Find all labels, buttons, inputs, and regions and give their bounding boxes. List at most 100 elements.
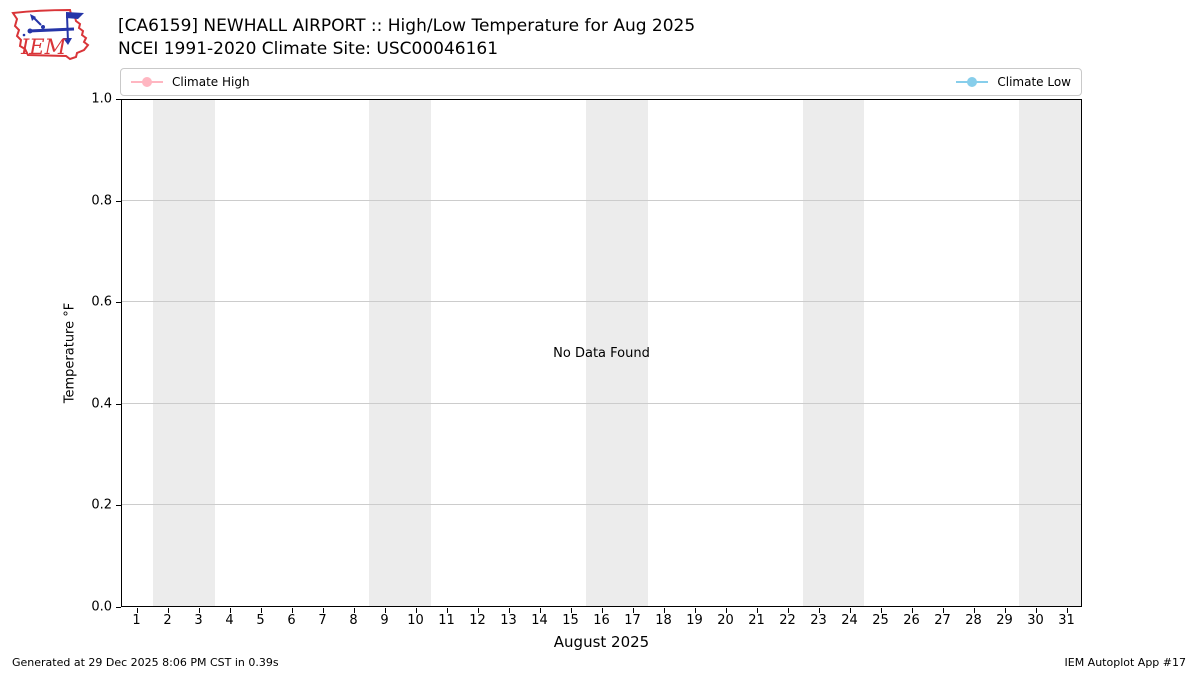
x-tick-mark-icon: [1004, 608, 1006, 613]
iowa-outline-icon: [11, 8, 90, 61]
gridline: [122, 200, 1081, 202]
x-tick-label: 19: [686, 613, 703, 628]
x-tick-mark-icon: [136, 608, 138, 613]
x-tick-mark-icon: [942, 608, 944, 613]
x-tick-label: 1: [132, 613, 141, 628]
x-tick-label: 13: [500, 613, 517, 628]
x-tick-label: 22: [779, 613, 796, 628]
x-tick-mark-icon: [508, 608, 510, 613]
x-tick-mark-icon: [167, 608, 169, 613]
chart-subtitle: NCEI 1991-2020 Climate Site: USC00046161: [118, 39, 499, 59]
x-tick-mark-icon: [198, 608, 200, 613]
legend-entry-climate-high: Climate High: [131, 75, 250, 89]
x-tick-mark-icon: [260, 608, 262, 613]
y-tick-label: 0.4: [91, 396, 112, 412]
x-tick-mark-icon: [694, 608, 696, 613]
x-tick-mark-icon: [632, 608, 634, 613]
x-tick-mark-icon: [663, 608, 665, 613]
generated-timestamp: Generated at 29 Dec 2025 8:06 PM CST in …: [12, 656, 279, 669]
iem-logo-text: IEM: [20, 35, 67, 59]
x-tick-mark-icon: [1066, 608, 1068, 613]
x-tick-mark-icon: [539, 608, 541, 613]
weekend-band: [152, 100, 215, 606]
y-tick-mark-icon: [116, 505, 121, 507]
x-tick-mark-icon: [415, 608, 417, 613]
x-axis-label: August 2025: [553, 633, 650, 651]
plot-area: No Data Found: [121, 99, 1082, 607]
x-tick-mark-icon: [291, 608, 293, 613]
y-tick-label: 0.6: [91, 294, 112, 310]
weekend-band: [369, 100, 432, 606]
x-tick-label: 14: [531, 613, 548, 628]
x-tick-mark-icon: [756, 608, 758, 613]
x-tick-label: 10: [407, 613, 424, 628]
x-tick-mark-icon: [229, 608, 231, 613]
x-tick-label: 23: [810, 613, 827, 628]
gridline: [122, 301, 1081, 303]
x-tick-label: 4: [225, 613, 234, 628]
x-tick-label: 9: [380, 613, 389, 628]
chart-title: [CA6159] NEWHALL AIRPORT :: High/Low Tem…: [118, 16, 696, 36]
x-tick-label: 8: [349, 613, 358, 628]
x-tick-mark-icon: [446, 608, 448, 613]
y-tick-mark-icon: [116, 200, 121, 202]
x-tick-label: 2: [163, 613, 172, 628]
x-tick-label: 20: [717, 613, 734, 628]
x-tick-label: 27: [934, 613, 951, 628]
x-tick-label: 24: [841, 613, 858, 628]
y-tick-mark-icon: [116, 99, 121, 100]
x-tick-mark-icon: [477, 608, 479, 613]
x-tick-mark-icon: [911, 608, 913, 613]
x-tick-label: 18: [655, 613, 672, 628]
climate-high-line-marker-icon: [131, 77, 163, 87]
x-tick-label: 30: [1027, 613, 1044, 628]
x-tick-mark-icon: [384, 608, 386, 613]
x-tick-mark-icon: [849, 608, 851, 613]
y-tick-labels: 0.0 0.2 0.4 0.6 0.8 1.0: [0, 92, 112, 615]
climate-low-line-marker-icon: [956, 77, 989, 87]
x-tick-label: 31: [1058, 613, 1075, 628]
y-tick-label: 1.0: [91, 91, 112, 107]
x-tick-mark-icon: [973, 608, 975, 613]
x-tick-mark-icon: [570, 608, 572, 613]
legend-label-climate-high: Climate High: [172, 75, 250, 89]
title-block: [CA6159] NEWHALL AIRPORT :: High/Low Tem…: [118, 15, 695, 60]
no-data-message: No Data Found: [553, 345, 650, 361]
x-tick-mark-icon: [1035, 608, 1037, 613]
weekend-band: [802, 100, 865, 606]
x-tick-label: 12: [469, 613, 486, 628]
y-tick-label: 0.8: [91, 193, 112, 209]
y-tick-label: 0.2: [91, 497, 112, 513]
y-tick-mark-icon: [116, 607, 121, 608]
weekend-band: [586, 100, 648, 606]
app-credit: IEM Autoplot App #17: [1064, 656, 1187, 669]
x-tick-label: 11: [438, 613, 455, 628]
x-tick-label: 6: [287, 613, 296, 628]
x-tick-label: 3: [194, 613, 203, 628]
x-tick-mark-icon: [353, 608, 355, 613]
iem-logo-icon: IEM: [11, 8, 90, 61]
y-tick-marks: [116, 99, 121, 608]
gridline: [122, 503, 1081, 505]
x-tick-mark-icon: [818, 608, 820, 613]
x-tick-labels: 1 2 3 4 5 6 7 8 9 10 11 12 13 14 15 16 17 18 19 20 21 22 23 24 2…: [121, 613, 1082, 631]
x-tick-marks: [121, 608, 1082, 613]
x-tick-mark-icon: [725, 608, 727, 613]
x-tick-label: 26: [903, 613, 920, 628]
legend-label-climate-low: Climate Low: [997, 75, 1071, 89]
x-tick-mark-icon: [787, 608, 789, 613]
weekend-band: [1019, 100, 1081, 606]
x-tick-label: 16: [593, 613, 610, 628]
x-tick-label: 5: [256, 613, 265, 628]
gridline: [122, 402, 1081, 404]
x-tick-label: 7: [318, 613, 327, 628]
x-tick-label: 28: [965, 613, 982, 628]
x-tick-label: 21: [748, 613, 765, 628]
x-tick-label: 29: [996, 613, 1013, 628]
y-tick-mark-icon: [116, 302, 121, 304]
x-tick-label: 17: [624, 613, 641, 628]
x-tick-mark-icon: [880, 608, 882, 613]
y-tick-label: 0.0: [91, 599, 112, 615]
x-tick-mark-icon: [601, 608, 603, 613]
